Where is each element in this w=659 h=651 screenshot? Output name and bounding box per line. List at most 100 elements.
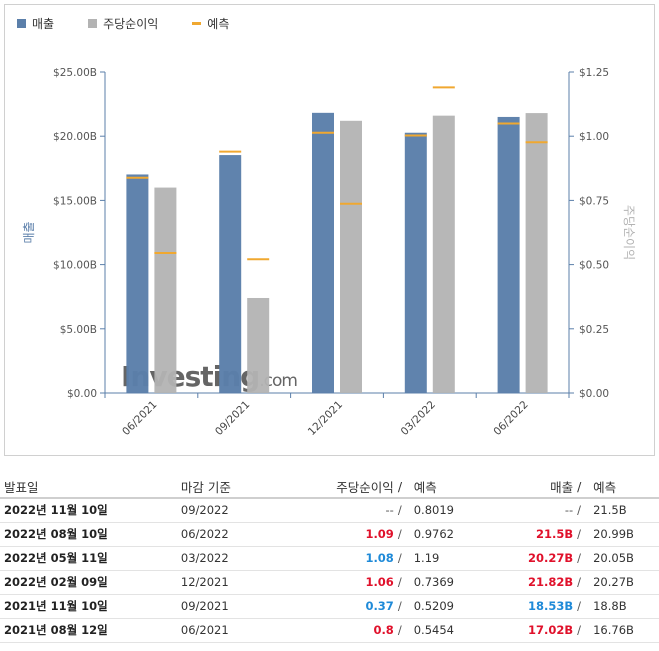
right-tick-label: $0.00 xyxy=(579,388,609,400)
table-header-row: 발표일 마감 기준 주당순이익 / 예측 매출 / 예측 xyxy=(0,476,659,499)
revenue-forecast-cell: 18.8B xyxy=(589,594,659,619)
left-tick-label: $5.00B xyxy=(60,324,97,336)
eps-forecast-cell: 0.8019 xyxy=(409,498,482,523)
header-slash: / xyxy=(577,476,590,499)
release-date-cell: 2021년 08월 12일 xyxy=(0,618,177,643)
left-tick-label: $15.00B xyxy=(53,195,97,207)
legend-item[interactable]: 예측 xyxy=(192,15,229,32)
table-row: 2022년 02월 09일 12/2021 1.06/0.7369 21.82B/20… xyxy=(0,570,659,595)
revenue-bar xyxy=(497,116,520,393)
eps-cell: 0.8 xyxy=(296,618,398,643)
eps-cell: 1.08 xyxy=(296,546,398,571)
slash-cell: / xyxy=(577,594,590,619)
period-cell: 03/2022 xyxy=(176,546,297,571)
revenue-bar xyxy=(312,112,334,393)
eps-cell: 0.37 xyxy=(296,594,398,619)
x-tick-label: 03/2022 xyxy=(399,399,438,438)
header-revenue-forecast: 예측 xyxy=(589,476,659,499)
table-row: 2022년 11월 10일 09/2022 --/0.8019 --/21.5B xyxy=(0,498,659,523)
revenue-forecast-cell: 20.99B xyxy=(589,522,659,547)
legend-label: 매출 xyxy=(32,17,55,31)
period-cell: 06/2021 xyxy=(176,618,297,643)
slash-cell: / xyxy=(577,618,590,643)
revenue-cell: -- xyxy=(481,498,578,523)
eps-cell: -- xyxy=(296,498,398,523)
legend-item[interactable]: 매출 xyxy=(17,15,54,32)
chart-legend: 매출 주당순이익 예측 xyxy=(17,15,263,32)
legend-label: 예측 xyxy=(207,17,230,31)
revenue-bar xyxy=(126,174,149,393)
revenue-bar xyxy=(404,132,427,393)
revenue-bar xyxy=(219,155,242,393)
slash-cell: / xyxy=(397,546,410,571)
table-row: 2022년 08월 10일 06/2022 1.09/0.9762 21.5B/20.… xyxy=(0,522,659,547)
eps-bar xyxy=(154,187,177,393)
slash-cell: / xyxy=(577,498,590,523)
x-tick-label: 12/2021 xyxy=(306,399,345,438)
header-eps: 주당순이익 xyxy=(296,476,398,499)
release-date-cell: 2022년 02월 09일 xyxy=(0,570,177,595)
eps-forecast-cell: 0.5454 xyxy=(409,618,482,643)
legend-item[interactable]: 주당순이익 xyxy=(88,15,158,32)
header-eps-forecast: 예측 xyxy=(409,476,482,499)
table-row: 2022년 05월 11일 03/2022 1.08/1.19 20.27B/20.0… xyxy=(0,546,659,571)
table-row: 2021년 08월 12일 06/2021 0.8/0.5454 17.02B/16.… xyxy=(0,618,659,643)
release-date-cell: 2022년 11월 10일 xyxy=(0,498,177,523)
slash-cell: / xyxy=(577,546,590,571)
slash-cell: / xyxy=(397,498,410,523)
eps-cell: 1.06 xyxy=(296,570,398,595)
slash-cell: / xyxy=(397,594,410,619)
header-period-end: 마감 기준 xyxy=(176,476,297,499)
eps-bar xyxy=(432,115,455,393)
eps-bar xyxy=(340,120,362,394)
right-tick-label: $0.25 xyxy=(579,324,609,336)
left-tick-label: $20.00B xyxy=(53,131,97,143)
right-axis-title: 주당순이익 xyxy=(622,205,636,260)
period-cell: 12/2021 xyxy=(176,570,297,595)
period-cell: 06/2022 xyxy=(176,522,297,547)
revenue-forecast-cell: 20.05B xyxy=(589,546,659,571)
table-row: 2021년 11월 10일 09/2021 0.37/0.5209 18.53B/18… xyxy=(0,594,659,619)
eps-forecast-cell: 1.19 xyxy=(409,546,482,571)
right-tick-label: $0.50 xyxy=(579,260,609,272)
revenue-cell: 21.5B xyxy=(481,522,578,547)
left-tick-label: $0.00 xyxy=(67,388,97,400)
slash-cell: / xyxy=(397,522,410,547)
eps-bar xyxy=(247,297,270,393)
legend-swatch xyxy=(192,22,202,25)
chart-panel: 매출 주당순이익 예측 $0.00 $5.00B $10.00B $15.00B $20.0… xyxy=(4,4,655,456)
revenue-forecast-cell: 16.76B xyxy=(589,618,659,643)
left-tick-label: $25.00B xyxy=(53,67,97,79)
slash-cell: / xyxy=(397,618,410,643)
header-slash: / xyxy=(397,476,410,499)
release-date-cell: 2022년 05월 11일 xyxy=(0,546,177,571)
period-cell: 09/2022 xyxy=(176,498,297,523)
eps-forecast-cell: 0.9762 xyxy=(409,522,482,547)
right-tick-label: $1.25 xyxy=(579,67,609,79)
x-tick-label: 09/2021 xyxy=(213,399,252,438)
legend-label: 주당순이익 xyxy=(103,17,159,31)
period-cell: 09/2021 xyxy=(176,594,297,619)
release-date-cell: 2021년 11월 10일 xyxy=(0,594,177,619)
header-release-date: 발표일 xyxy=(0,476,177,499)
eps-cell: 1.09 xyxy=(296,522,398,547)
revenue-cell: 21.82B xyxy=(481,570,578,595)
revenue-forecast-cell: 21.5B xyxy=(589,498,659,523)
revenue-cell: 17.02B xyxy=(481,618,578,643)
x-tick-label: 06/2021 xyxy=(120,399,159,438)
slash-cell: / xyxy=(397,570,410,595)
right-tick-label: $1.00 xyxy=(579,131,609,143)
legend-swatch xyxy=(17,19,26,28)
eps-forecast-cell: 0.5209 xyxy=(409,594,482,619)
slash-cell: / xyxy=(577,570,590,595)
revenue-forecast-cell: 20.27B xyxy=(589,570,659,595)
x-tick-label: 06/2022 xyxy=(491,399,530,438)
revenue-cell: 18.53B xyxy=(481,594,578,619)
release-date-cell: 2022년 08월 10일 xyxy=(0,522,177,547)
earnings-chart: $0.00 $5.00B $10.00B $15.00B $20.00B $25.00B $… xyxy=(22,67,636,438)
earnings-table: 발표일 마감 기준 주당순이익 / 예측 매출 / 예측 2022년 11월 1… xyxy=(0,476,659,643)
right-tick-label: $0.75 xyxy=(579,195,609,207)
left-tick-label: $10.00B xyxy=(53,260,97,272)
revenue-cell: 20.27B xyxy=(481,546,578,571)
slash-cell: / xyxy=(577,522,590,547)
